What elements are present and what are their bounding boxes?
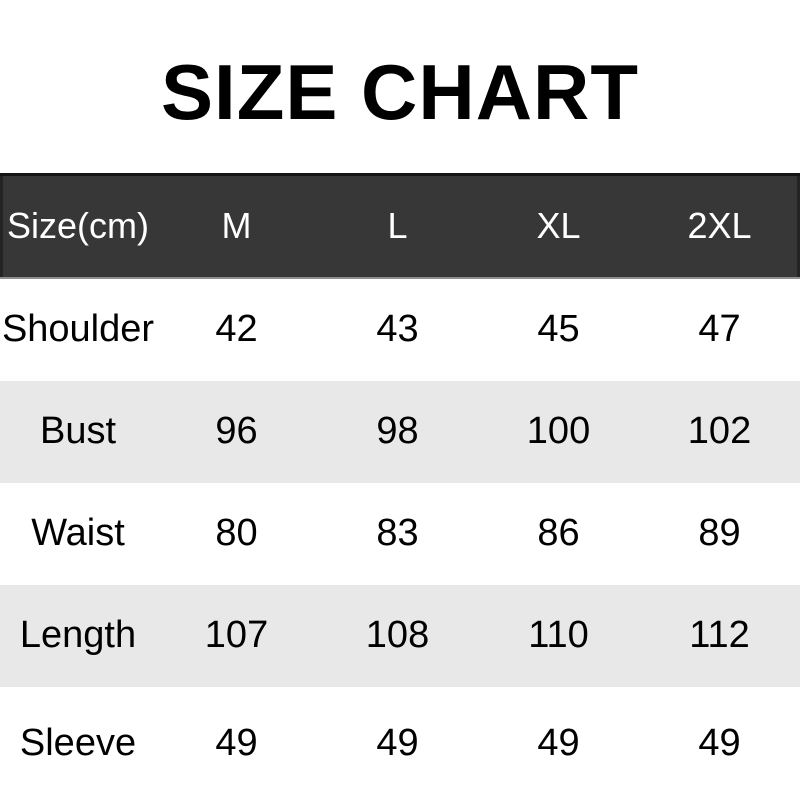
table-row-waist: Waist 80 83 86 89 — [0, 483, 800, 585]
row-label-shoulder: Shoulder — [1, 308, 155, 350]
table-row-sleeve: Sleeve 49 49 49 49 — [0, 687, 800, 800]
header-cell-l: L — [387, 204, 408, 246]
table-row-bust: Bust 96 98 100 102 — [0, 381, 800, 483]
size-chart-table: Size(cm) M L XL 2XL Shoulder 42 43 45 47… — [0, 173, 800, 800]
row-label-waist: Waist — [31, 512, 125, 554]
waist-l: 83 — [376, 512, 419, 554]
row-label-sleeve: Sleeve — [19, 721, 137, 764]
header-cell-2xl: 2XL — [687, 204, 752, 246]
length-m: 107 — [204, 614, 269, 656]
bust-m: 96 — [215, 410, 258, 452]
sleeve-m: 49 — [215, 721, 258, 764]
header-cell-size-unit: Size(cm) — [7, 204, 149, 246]
waist-2xl: 89 — [698, 512, 741, 554]
shoulder-m: 42 — [215, 308, 258, 350]
length-xl: 110 — [528, 614, 589, 656]
header-cell-m: M — [221, 204, 252, 246]
row-label-bust: Bust — [39, 410, 117, 452]
sleeve-l: 49 — [376, 721, 419, 764]
header-cell-xl: XL — [536, 204, 581, 246]
bust-l: 98 — [376, 410, 419, 452]
row-label-length: Length — [19, 614, 137, 656]
length-2xl: 112 — [689, 614, 750, 656]
shoulder-xl: 45 — [537, 308, 580, 350]
shoulder-l: 43 — [376, 308, 419, 350]
waist-xl: 86 — [537, 512, 580, 554]
table-row-length: Length 107 108 110 112 — [0, 585, 800, 687]
sleeve-xl: 49 — [537, 721, 580, 764]
shoulder-2xl: 47 — [698, 308, 741, 350]
length-l: 108 — [365, 614, 430, 656]
table-header-row: Size(cm) M L XL 2XL — [0, 173, 800, 279]
bust-xl: 100 — [526, 410, 591, 452]
bust-2xl: 102 — [687, 410, 752, 452]
page-title: SIZE CHART — [161, 48, 639, 136]
table-row-shoulder: Shoulder 42 43 45 47 — [0, 279, 800, 381]
sleeve-2xl: 49 — [698, 721, 741, 764]
waist-m: 80 — [215, 512, 258, 554]
